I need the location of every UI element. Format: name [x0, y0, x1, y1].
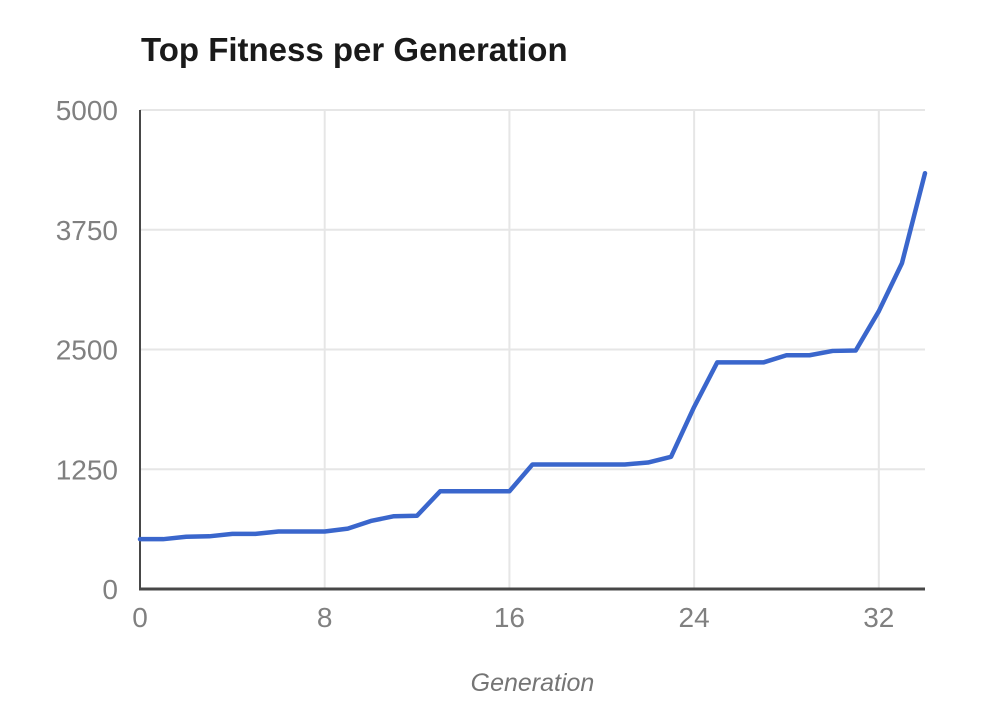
x-tick-label: 8 [317, 602, 333, 633]
y-tick-label: 2500 [56, 335, 118, 366]
x-tick-label: 24 [679, 602, 710, 633]
y-tick-label: 1250 [56, 454, 118, 485]
y-tick-label: 0 [102, 574, 118, 605]
x-tick-label: 32 [863, 602, 894, 633]
fitness-line-series [137, 170, 928, 542]
y-tick-label: 3750 [56, 215, 118, 246]
y-tick-label: 5000 [56, 95, 118, 126]
x-tick-label: 16 [494, 602, 525, 633]
x-tick-label: 0 [132, 602, 148, 633]
chart-title: Top Fitness per Generation [141, 31, 568, 68]
x-axis-title: Generation [470, 669, 595, 697]
